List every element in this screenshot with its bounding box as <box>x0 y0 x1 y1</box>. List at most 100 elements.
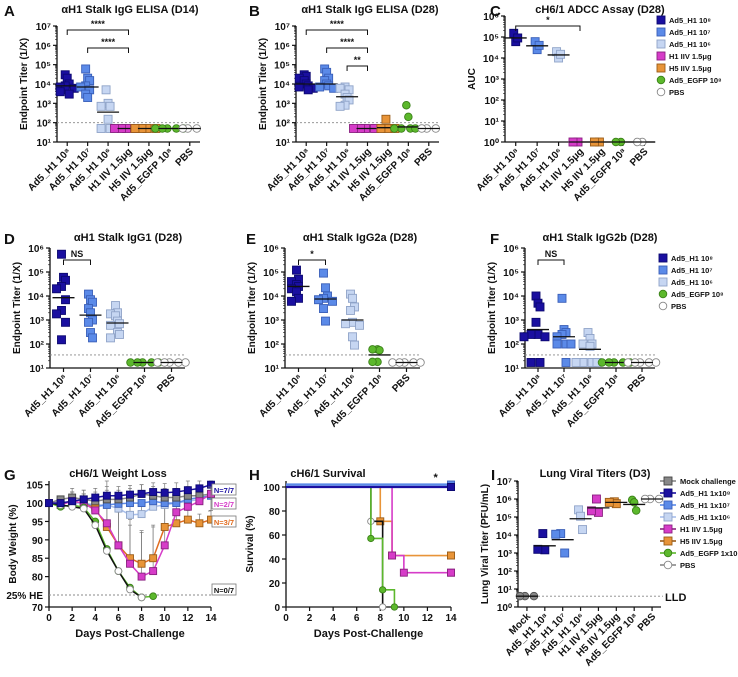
y-tick-label: 10⁵ <box>35 61 51 72</box>
y-tick-label: 10⁵ <box>263 268 279 279</box>
data-point <box>183 502 192 511</box>
legend-marker <box>663 500 673 510</box>
legend-marker <box>656 27 666 37</box>
y-tick-label: 10⁶ <box>263 244 279 255</box>
data-point <box>160 541 169 550</box>
data-point <box>160 523 169 531</box>
panel-title: cH6/1 Weight Loss <box>69 468 167 480</box>
data-point <box>375 345 384 355</box>
data-point <box>390 603 399 611</box>
x-tick-label: 4 <box>330 613 336 624</box>
y-tick-label: 10³ <box>30 316 45 327</box>
x-tick-label: 2 <box>307 613 313 624</box>
data-point <box>126 490 134 499</box>
y-tick-label: 10¹ <box>265 364 280 375</box>
annotation-label: N=2/7 <box>214 500 234 509</box>
panel-letter: F <box>490 231 499 248</box>
significance-bracket <box>305 29 368 35</box>
panel-letter: E <box>246 231 256 248</box>
y-tick-label: 20 <box>269 579 281 590</box>
y-tick-label: 10⁴ <box>28 292 44 303</box>
y-axis-label: Endpoint Titer (1/X) <box>247 262 258 354</box>
significance-label: * <box>310 249 314 259</box>
data-point <box>181 358 190 367</box>
data-point <box>102 519 111 528</box>
data-point <box>623 358 633 367</box>
x-tick-label: PBS <box>626 372 649 395</box>
y-tick-label: 10⁷ <box>36 22 51 33</box>
survival-line <box>286 486 396 607</box>
data-point <box>126 559 134 568</box>
data-point <box>348 332 357 342</box>
data-point <box>126 585 134 594</box>
threshold-label: 25% HE <box>6 591 43 602</box>
panel-letter: C <box>490 3 501 20</box>
y-tick-label: 80 <box>269 507 281 518</box>
data-point <box>195 484 204 493</box>
data-point <box>586 506 596 516</box>
panel-letter: B <box>249 3 260 20</box>
data-point <box>96 101 106 111</box>
x-tick-label: 14 <box>205 613 217 624</box>
legend-label: Mock challenge <box>680 477 736 486</box>
significance-label: NS <box>71 249 84 259</box>
data-point <box>597 358 607 367</box>
data-point <box>88 333 97 343</box>
panel-letter: D <box>4 231 15 248</box>
y-tick-label: 10² <box>485 96 500 107</box>
data-point <box>61 295 70 305</box>
legend-label: PBS <box>680 561 695 570</box>
y-tick-label: 10⁵ <box>274 61 290 72</box>
data-point <box>172 488 181 496</box>
y-tick-label: 10³ <box>37 99 52 110</box>
data-point <box>61 317 70 327</box>
data-point <box>531 317 541 327</box>
x-tick-label: PBS <box>628 146 651 169</box>
y-tick-label: 0 <box>274 603 280 614</box>
data-point <box>114 567 123 575</box>
y-tick-label: 10⁵ <box>503 268 519 279</box>
y-tick-label: 10⁶ <box>503 244 519 255</box>
data-point <box>328 296 337 306</box>
y-tick-label: 10³ <box>485 75 500 86</box>
y-tick-label: 80 <box>32 573 44 584</box>
y-tick-label: 85 <box>32 554 44 565</box>
data-point <box>341 319 350 329</box>
data-point <box>115 319 124 329</box>
legend-marker <box>658 253 668 263</box>
data-point <box>106 320 115 330</box>
data-point <box>96 124 106 133</box>
y-tick-label: 10⁵ <box>496 513 512 524</box>
legend-label: Ad5_EGFP 10⁸ <box>669 76 722 85</box>
data-point <box>52 284 61 294</box>
x-tick-label: 2 <box>69 613 75 624</box>
y-tick-label: 10⁶ <box>35 41 51 52</box>
data-point <box>81 64 91 74</box>
survival-line <box>286 486 451 574</box>
x-axis-label: Days Post-Challenge <box>314 628 423 640</box>
data-point <box>315 82 325 92</box>
data-point <box>57 249 66 259</box>
data-point <box>79 495 88 504</box>
legend-marker <box>663 560 673 570</box>
y-tick-label: 10⁶ <box>483 12 499 23</box>
panel-title: αH1 Stalk IgG ELISA (D28) <box>301 4 438 16</box>
data-point <box>367 534 375 543</box>
data-point <box>390 124 399 133</box>
x-tick-label: 10 <box>159 613 171 624</box>
panel-title: Lung Viral Titers (D3) <box>540 468 651 480</box>
significance-bracket <box>515 25 581 31</box>
legend-label: H5 IIV 1.5μg <box>680 537 723 546</box>
legend-label: Ad5_H1 10⁷ <box>669 28 710 37</box>
data-point <box>105 101 115 111</box>
legend-label: Ad5_H1 10⁷ <box>671 266 712 275</box>
data-point <box>519 332 529 342</box>
data-point <box>84 317 93 327</box>
panel-title: αH1 Stalk IgG2b (D28) <box>543 232 658 244</box>
x-tick-label: 12 <box>422 613 434 624</box>
data-point <box>319 304 328 313</box>
data-point <box>101 85 111 95</box>
data-point <box>378 603 387 611</box>
y-tick-label: 10⁴ <box>496 531 512 542</box>
